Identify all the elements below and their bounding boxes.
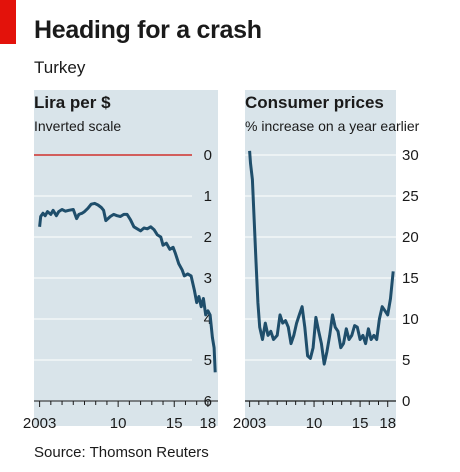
y-tick-label: 20	[402, 229, 419, 246]
y-tick-label: 1	[204, 188, 212, 205]
x-tick-label: 2003	[233, 415, 266, 432]
panel-cpi-background	[245, 90, 396, 426]
panel-lira-x-ticks: 2003 10 15 18	[23, 400, 218, 432]
red-tag-accent	[0, 0, 16, 44]
chart-subtitle: Turkey	[34, 58, 86, 77]
y-tick-label: 2	[204, 229, 212, 246]
panel-cpi-title: Consumer prices	[245, 93, 384, 112]
panel-lira-background	[34, 90, 218, 426]
x-tick-label: 18	[200, 415, 217, 432]
x-tick-label: 2003	[23, 415, 56, 432]
panel-cpi-y-ticks: 0 5 10 15 20 25 30	[402, 147, 419, 410]
y-tick-label: 30	[402, 147, 419, 164]
y-tick-label: 10	[402, 311, 419, 328]
x-tick-label: 10	[306, 415, 323, 432]
chart-title: Heading for a crash	[34, 16, 262, 44]
x-tick-label: 15	[166, 415, 183, 432]
series-line-lira	[38, 201, 217, 373]
source-note: Source: Thomson Reuters	[34, 444, 209, 461]
panel-lira-title: Lira per $	[34, 93, 111, 112]
panel-consumer-prices: Consumer prices % increase on a year ear…	[233, 90, 420, 432]
y-tick-label: 0	[204, 147, 212, 164]
panel-cpi-x-ticks: 2003 10 15 18	[233, 400, 396, 432]
x-tick-label: 18	[379, 415, 396, 432]
y-tick-label: 0	[402, 393, 410, 410]
x-tick-label: 10	[110, 415, 127, 432]
x-tick-label: 15	[352, 415, 369, 432]
panel-cpi-subtitle: % increase on a year earlier	[245, 118, 420, 134]
y-tick-label: 5	[204, 352, 212, 369]
y-tick-label: 15	[402, 270, 419, 287]
y-tick-label: 4	[204, 311, 212, 328]
series-line-cpi	[248, 150, 395, 366]
panel-lira-subtitle: Inverted scale	[34, 118, 121, 134]
y-tick-label: 5	[402, 352, 410, 369]
panel-lira: Lira per $ Inverted scale 0123456 200310…	[23, 90, 218, 432]
y-tick-label: 25	[402, 188, 419, 205]
y-tick-label: 3	[204, 270, 212, 287]
